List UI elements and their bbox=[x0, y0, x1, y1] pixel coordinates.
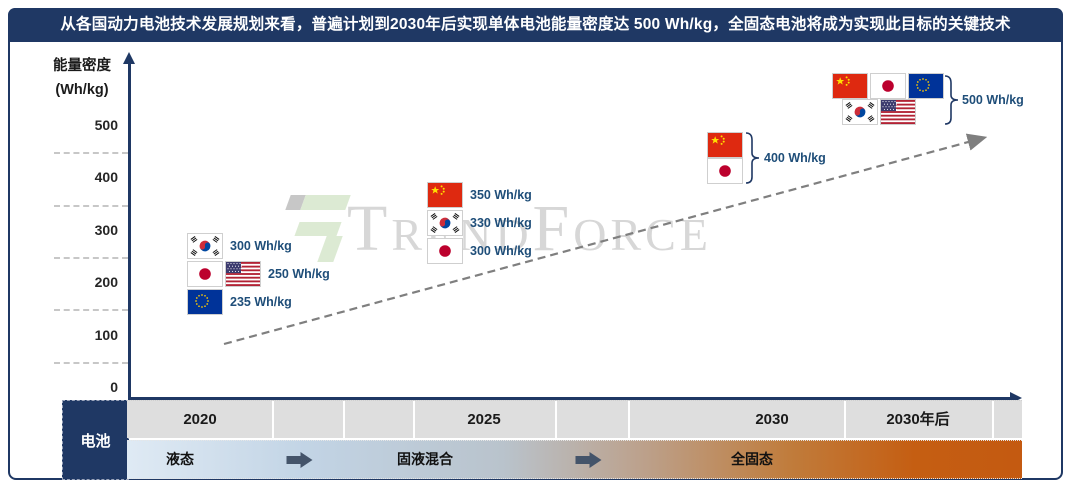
point-label-500: 500 Wh/kg bbox=[962, 93, 1024, 107]
year-band-separator bbox=[413, 401, 415, 438]
flag-japan-icon bbox=[707, 158, 743, 184]
bracket-icon bbox=[745, 132, 761, 189]
year-label-2020: 2020 bbox=[183, 411, 217, 428]
flag-china-icon bbox=[832, 73, 868, 99]
bracket-icon bbox=[944, 75, 960, 130]
flag-eu-icon bbox=[187, 289, 223, 315]
phase-label-2: 固液混合 bbox=[397, 451, 453, 467]
y-axis-title-line2: (Wh/kg) bbox=[55, 82, 109, 98]
year-band-separator bbox=[272, 401, 274, 438]
y-tick-label-300: 300 bbox=[94, 222, 118, 238]
x-axis-category-band: 2020 2025 2030 2030年后 bbox=[127, 400, 1022, 438]
y-tick-label-100: 100 bbox=[94, 327, 118, 343]
y-minor-gridline bbox=[54, 205, 128, 207]
year-label-2030: 2030 bbox=[755, 411, 789, 428]
point-label-300: 300 Wh/kg bbox=[230, 239, 292, 253]
row-header-battery: 电池 bbox=[62, 400, 129, 480]
flag-japan-icon bbox=[187, 261, 223, 287]
year-band-separator bbox=[992, 401, 994, 438]
y-axis-arrowhead-icon bbox=[123, 52, 135, 64]
year-label-2025: 2025 bbox=[467, 411, 501, 428]
trendforce-watermark: TrendForce bbox=[347, 192, 712, 265]
y-minor-gridline bbox=[54, 309, 128, 311]
battery-phase-band: 液态 固液混合 全固态 bbox=[127, 440, 1022, 479]
y-minor-gridline bbox=[54, 362, 128, 364]
phase-arrow-icon bbox=[575, 452, 603, 468]
y-minor-gridline bbox=[54, 257, 128, 259]
y-tick-label-200: 200 bbox=[94, 274, 118, 290]
flag-china-icon bbox=[707, 132, 743, 158]
flag-china-icon bbox=[427, 182, 463, 208]
point-label-350: 350 Wh/kg bbox=[470, 188, 532, 202]
x-axis-line bbox=[128, 397, 1012, 400]
point-label-250: 250 Wh/kg bbox=[268, 267, 330, 281]
flag-south-korea-icon bbox=[187, 233, 223, 259]
phase-label-3: 全固态 bbox=[731, 451, 773, 467]
flag-eu-icon bbox=[908, 73, 944, 99]
phase-arrow-icon bbox=[286, 452, 314, 468]
flag-japan-icon bbox=[870, 73, 906, 99]
flag-usa-icon bbox=[225, 261, 261, 287]
flag-south-korea-icon bbox=[427, 210, 463, 236]
y-minor-gridline bbox=[54, 152, 128, 154]
point-label-300: 300 Wh/kg bbox=[470, 244, 532, 258]
y-axis-title-line1: 能量密度 bbox=[53, 58, 111, 74]
year-label-2030年后: 2030年后 bbox=[886, 411, 950, 428]
y-tick-label-0: 0 bbox=[110, 379, 118, 395]
year-band-separator bbox=[343, 401, 345, 438]
figure-title: 从各国动力电池技术发展规划来看，普遍计划到2030年后实现单体电池能量密度达 5… bbox=[8, 8, 1063, 42]
flag-usa-icon bbox=[880, 99, 916, 125]
point-label-400: 400 Wh/kg bbox=[764, 151, 826, 165]
y-tick-label-400: 400 bbox=[94, 169, 118, 185]
flag-south-korea-icon bbox=[842, 99, 878, 125]
y-axis-title: 能量密度 (Wh/kg) bbox=[36, 54, 128, 102]
year-band-separator bbox=[628, 401, 630, 438]
point-label-330: 330 Wh/kg bbox=[470, 216, 532, 230]
phase-label-1: 液态 bbox=[166, 451, 194, 467]
y-axis-line bbox=[128, 62, 131, 400]
y-tick-label-500: 500 bbox=[94, 117, 118, 133]
year-band-separator bbox=[844, 401, 846, 438]
year-band-separator bbox=[555, 401, 557, 438]
flag-japan-icon bbox=[427, 238, 463, 264]
point-label-235: 235 Wh/kg bbox=[230, 295, 292, 309]
